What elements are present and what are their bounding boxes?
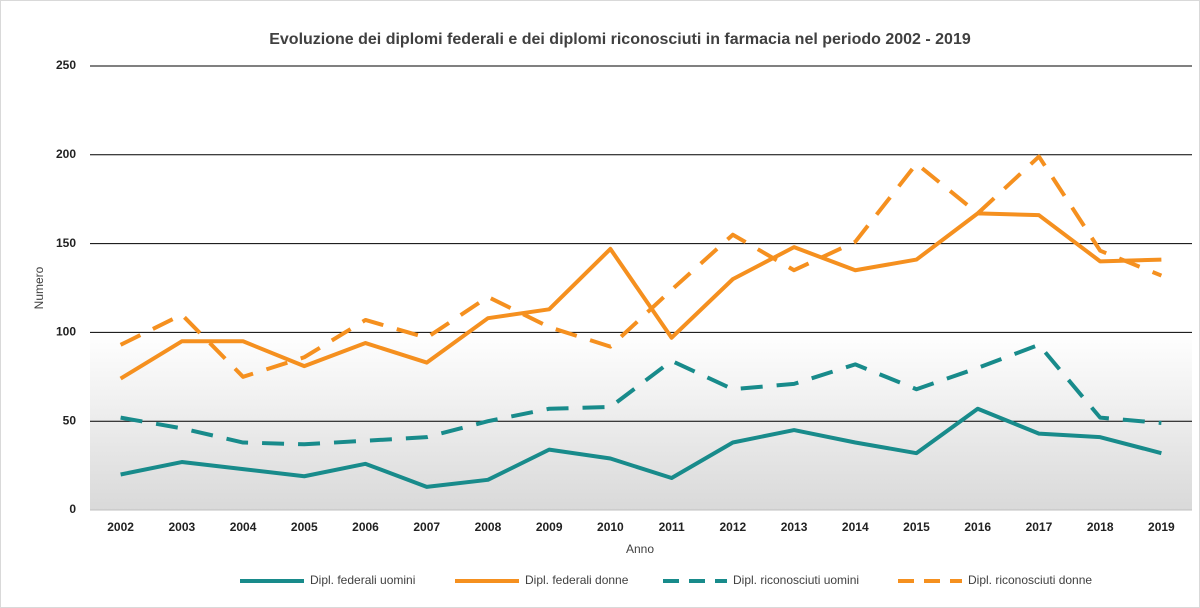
y-tick-label: 150 xyxy=(56,236,76,250)
x-tick-label: 2015 xyxy=(903,520,930,534)
x-tick-label: 2013 xyxy=(781,520,808,534)
x-axis-label: Anno xyxy=(626,542,654,556)
legend-label: Dipl. federali uomini xyxy=(310,573,415,587)
x-tick-label: 2016 xyxy=(964,520,991,534)
y-tick-label: 200 xyxy=(56,147,76,161)
x-tick-label: 2014 xyxy=(842,520,869,534)
series-line xyxy=(119,154,1163,379)
x-tick-label: 2011 xyxy=(659,520,685,534)
legend-label: Dipl. riconosciuti donne xyxy=(968,573,1092,587)
x-tick-label: 2010 xyxy=(597,520,624,534)
x-tick-label: 2003 xyxy=(168,520,195,534)
x-tick-label: 2017 xyxy=(1026,520,1053,534)
series-line xyxy=(119,211,1162,381)
x-tick-label: 2002 xyxy=(107,520,134,534)
y-tick-label: 100 xyxy=(56,325,76,339)
x-tick-label: 2007 xyxy=(413,520,440,534)
x-tick-label: 2009 xyxy=(536,520,563,534)
x-tick-label: 2006 xyxy=(352,520,379,534)
x-tick-label: 2019 xyxy=(1148,520,1175,534)
series-line xyxy=(120,342,1162,447)
y-axis-label: Numero xyxy=(32,266,46,309)
legend-label: Dipl. riconosciuti uomini xyxy=(733,573,859,587)
legend-label: Dipl. federali donne xyxy=(525,573,629,587)
y-tick-label: 250 xyxy=(56,58,76,72)
x-tick-label: 2012 xyxy=(719,520,746,534)
x-tick-label: 2018 xyxy=(1087,520,1114,534)
chart-title: Evoluzione dei diplomi federali e dei di… xyxy=(269,31,971,48)
x-tick-label: 2004 xyxy=(230,520,257,534)
y-tick-label: 0 xyxy=(69,502,76,516)
x-tick-label: 2008 xyxy=(475,520,502,534)
y-tick-label: 50 xyxy=(63,413,77,427)
series-line xyxy=(120,406,1162,489)
x-tick-label: 2005 xyxy=(291,520,318,534)
